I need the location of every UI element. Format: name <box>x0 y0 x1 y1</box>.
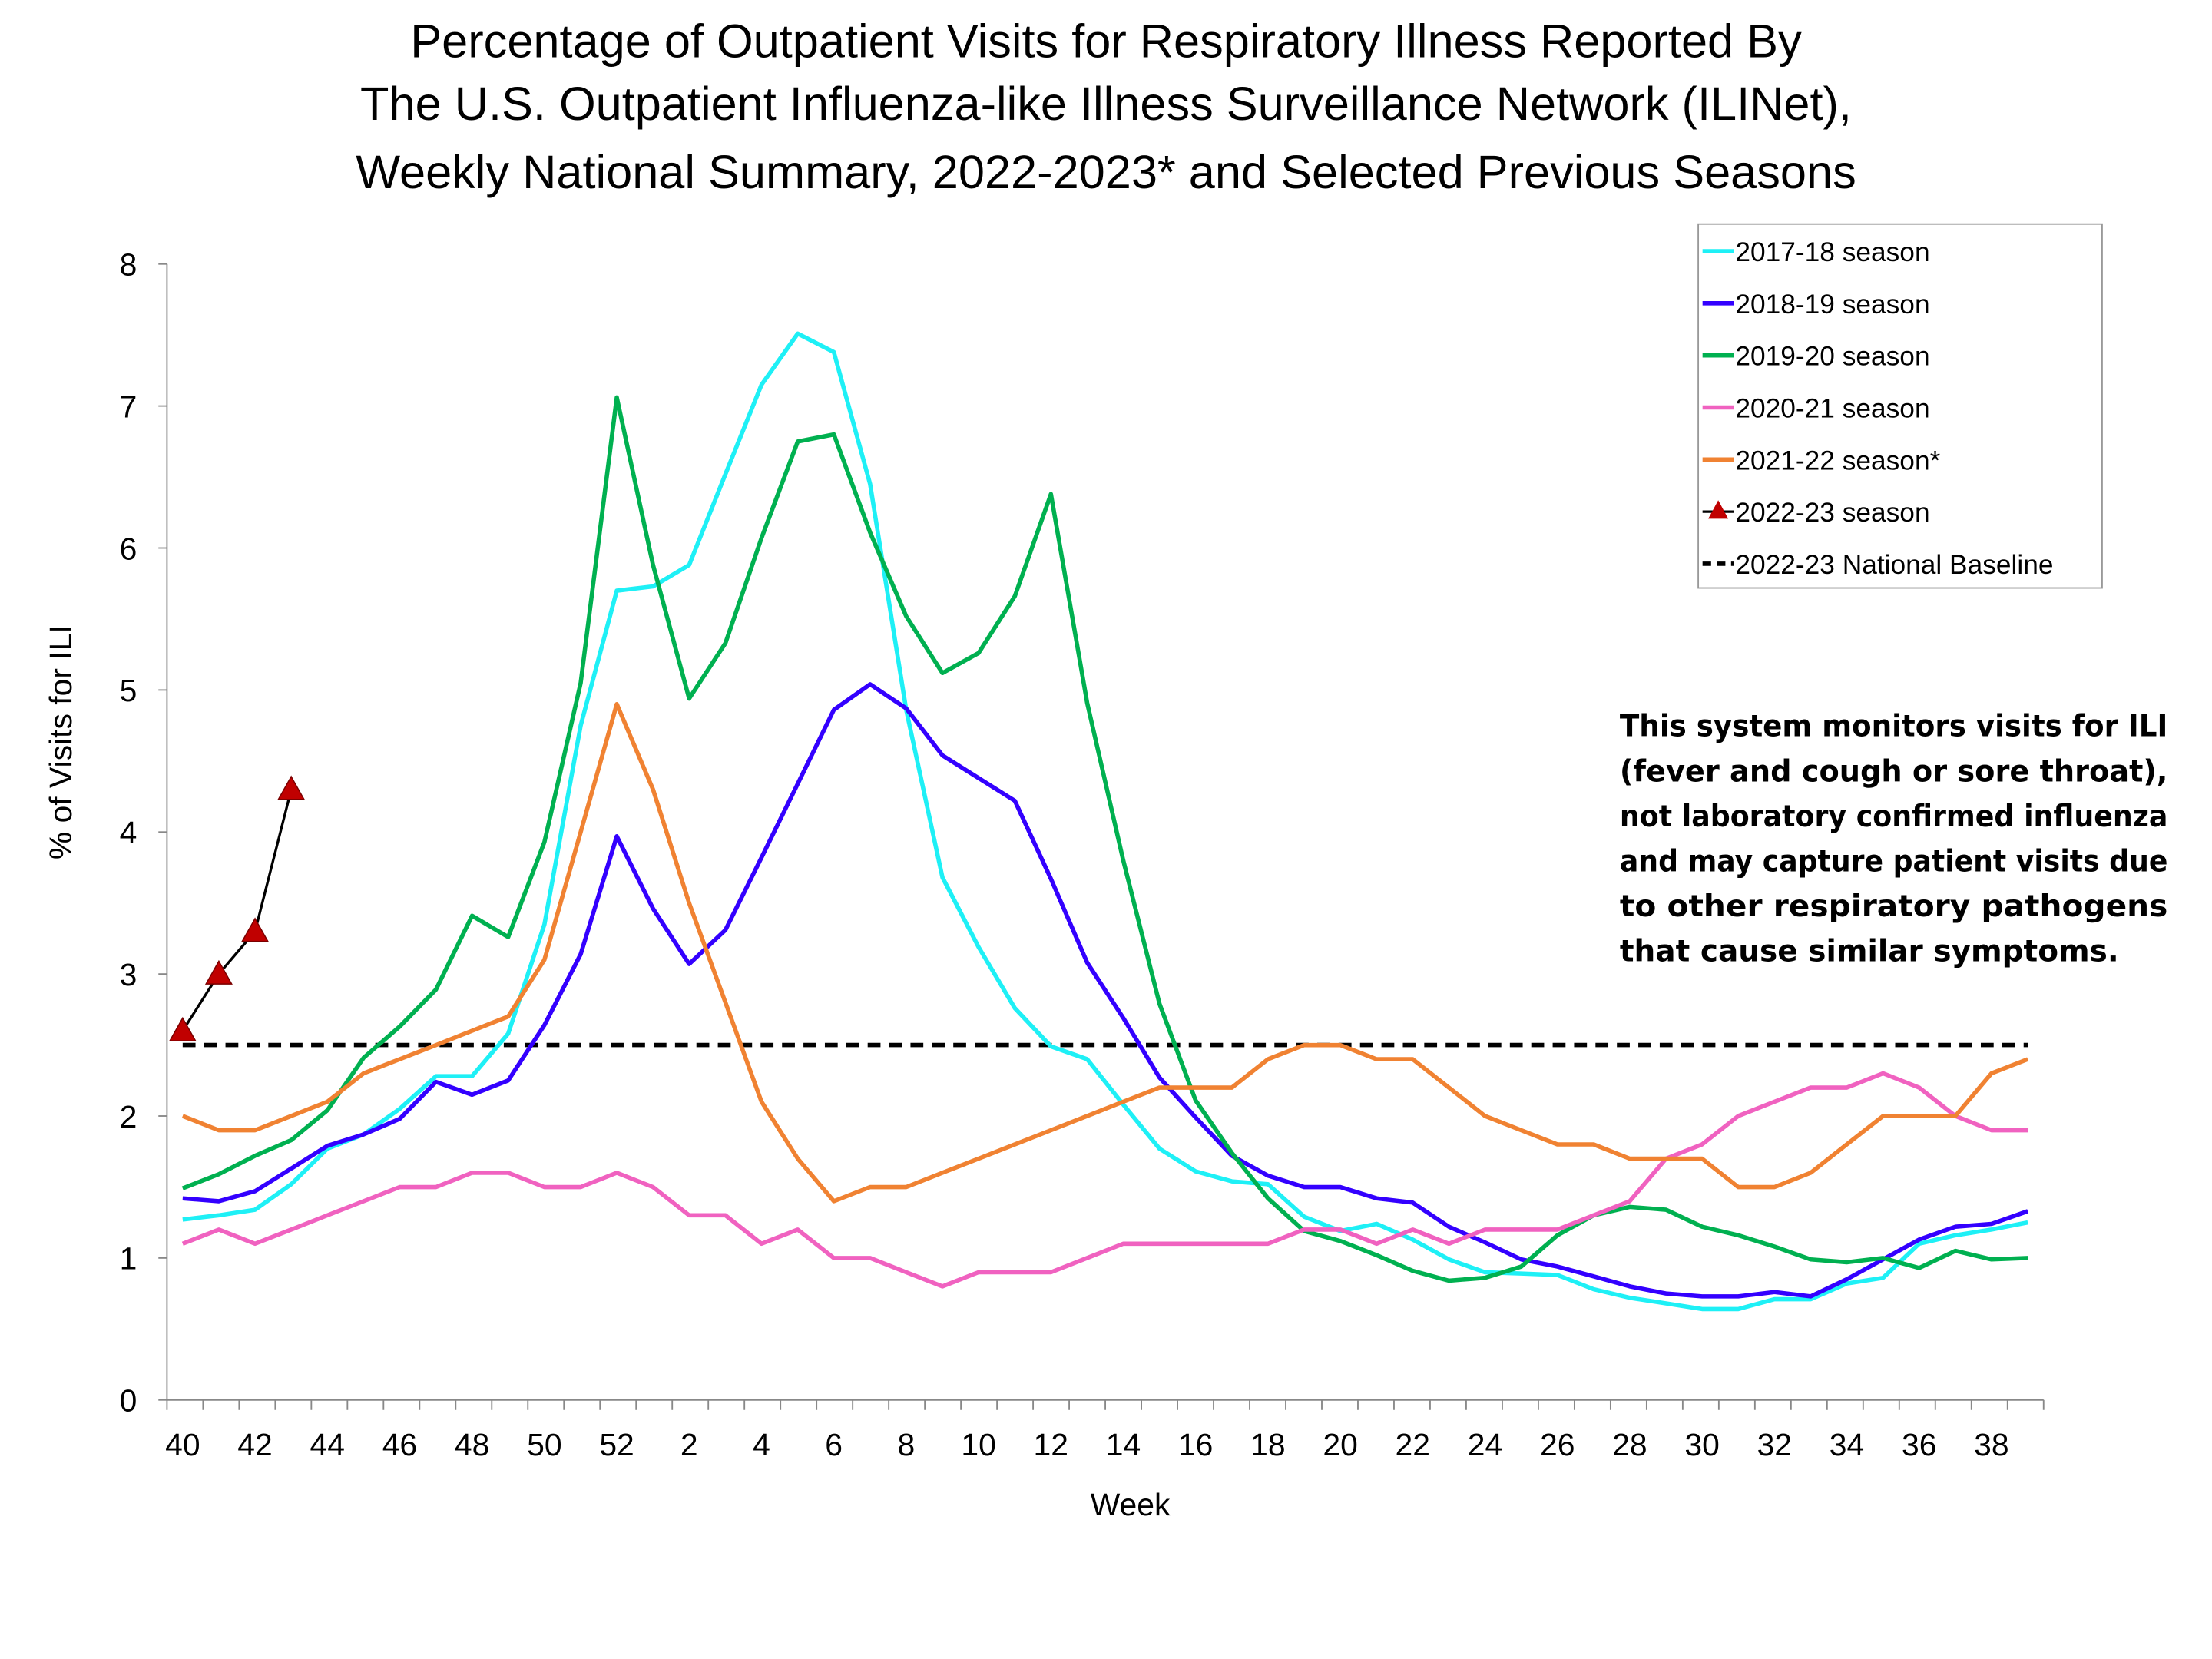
x-tick-label: 28 <box>1612 1427 1647 1462</box>
annotation-line: (fever and cough or sore throat), <box>1620 754 2167 789</box>
y-tick-label: 3 <box>120 957 137 992</box>
y-tick-label: 6 <box>120 531 137 566</box>
x-tick-label: 32 <box>1757 1427 1792 1462</box>
series-line-2020-21-season <box>181 1071 2028 1289</box>
legend-label: 2022-23 season <box>1735 498 1929 528</box>
x-tick-label: 30 <box>1684 1427 1719 1462</box>
annotation-line: This system monitors visits for ILI <box>1620 710 2167 744</box>
legend-label: 2018-19 season <box>1735 290 1929 320</box>
x-tick-label: 16 <box>1178 1427 1213 1462</box>
x-tick-labels: 40 42 44 46 48 50 52 2 4 6 8 10 12 14 16 18 20 22 24 26 28 30… <box>165 1427 2009 1462</box>
legend-label: 2019-20 season <box>1735 342 1929 372</box>
annotation-line: that cause similar symptoms. <box>1620 934 2119 969</box>
x-tick-label: 22 <box>1396 1427 1430 1462</box>
series-line-2021-22-season- <box>181 701 2029 1204</box>
legend-label: 2017-18 season <box>1735 237 1929 267</box>
x-tick-label: 6 <box>825 1427 843 1462</box>
data-point-triangle <box>241 917 270 942</box>
x-tick-label: 34 <box>1830 1427 1864 1462</box>
chart-title-line-2: The U.S. Outpatient Influenza-like Illne… <box>360 77 1852 130</box>
legend: 2017-18 season 2018-19 season 2019-20 seas… <box>1697 223 2103 589</box>
data-point-triangle <box>204 959 233 985</box>
annotation-line: not laboratory confirmed influenza <box>1620 800 2167 834</box>
y-tick-label: 7 <box>120 389 137 424</box>
series-line-2017-18-season <box>182 331 2028 1312</box>
data-point-triangle <box>168 1016 197 1041</box>
x-tick-label: 44 <box>310 1427 345 1462</box>
legend-triangle-icon <box>1708 500 1729 519</box>
series-line-2018-19-season <box>182 682 2029 1299</box>
x-tick-label: 4 <box>753 1427 770 1462</box>
y-tick-label: 5 <box>120 673 137 708</box>
x-tick-label: 48 <box>455 1427 489 1462</box>
x-tick-label: 52 <box>599 1427 634 1462</box>
annotation-line: to other respiratory pathogens <box>1620 889 2167 924</box>
y-axis-label: % of Visits for ILI <box>43 624 78 859</box>
y-tick-label: 8 <box>120 247 137 283</box>
x-tick-label: 12 <box>1034 1427 1068 1462</box>
x-tick-label: 2 <box>680 1427 698 1462</box>
x-tick-label: 14 <box>1106 1427 1141 1462</box>
x-tick-label: 18 <box>1250 1427 1285 1462</box>
chart-title-line-3: Weekly National Summary, 2022-2023* and … <box>356 145 1856 198</box>
x-tick-label: 46 <box>382 1427 417 1462</box>
annotation-line: and may capture patient visits due <box>1620 844 2167 879</box>
y-tick-label: 0 <box>120 1383 137 1419</box>
y-tick-label: 4 <box>120 815 137 850</box>
x-tick-label: 8 <box>898 1427 916 1462</box>
legend-label: 2021-22 season* <box>1735 445 1940 475</box>
series-line-2022-23-season <box>181 789 293 1031</box>
x-tick-label: 10 <box>961 1427 995 1462</box>
x-axis-label: Week <box>1091 1487 1171 1522</box>
y-tick-label: 1 <box>120 1241 137 1277</box>
plot-area <box>168 331 2029 1312</box>
chart-title-line-1: Percentage of Outpatient Visits for Resp… <box>410 14 1802 67</box>
legend-label: 2022-23 National Baseline <box>1735 550 2053 580</box>
x-tick-label: 24 <box>1468 1427 1502 1462</box>
chart-title: Percentage of Outpatient Visits for Resp… <box>356 14 1856 198</box>
x-tick-label: 20 <box>1323 1427 1357 1462</box>
x-tick-label: 38 <box>1974 1427 2008 1462</box>
y-tick-labels: 0 1 2 3 4 5 6 7 8 <box>120 247 137 1419</box>
series-line-2019-20-season <box>181 395 2028 1283</box>
x-tick-label: 26 <box>1540 1427 1575 1462</box>
annotation-note: This system monitors visits for ILI (feve… <box>1620 710 2167 969</box>
x-tick-label: 50 <box>527 1427 561 1462</box>
x-tick-label: 40 <box>165 1427 200 1462</box>
legend-label: 2020-21 season <box>1735 393 1929 423</box>
x-tick-label: 42 <box>237 1427 272 1462</box>
data-point-triangle <box>277 775 306 800</box>
legend-box <box>1697 223 2103 589</box>
x-tick-label: 36 <box>1902 1427 1936 1462</box>
y-tick-label: 2 <box>120 1099 137 1134</box>
axes <box>158 263 2045 1410</box>
